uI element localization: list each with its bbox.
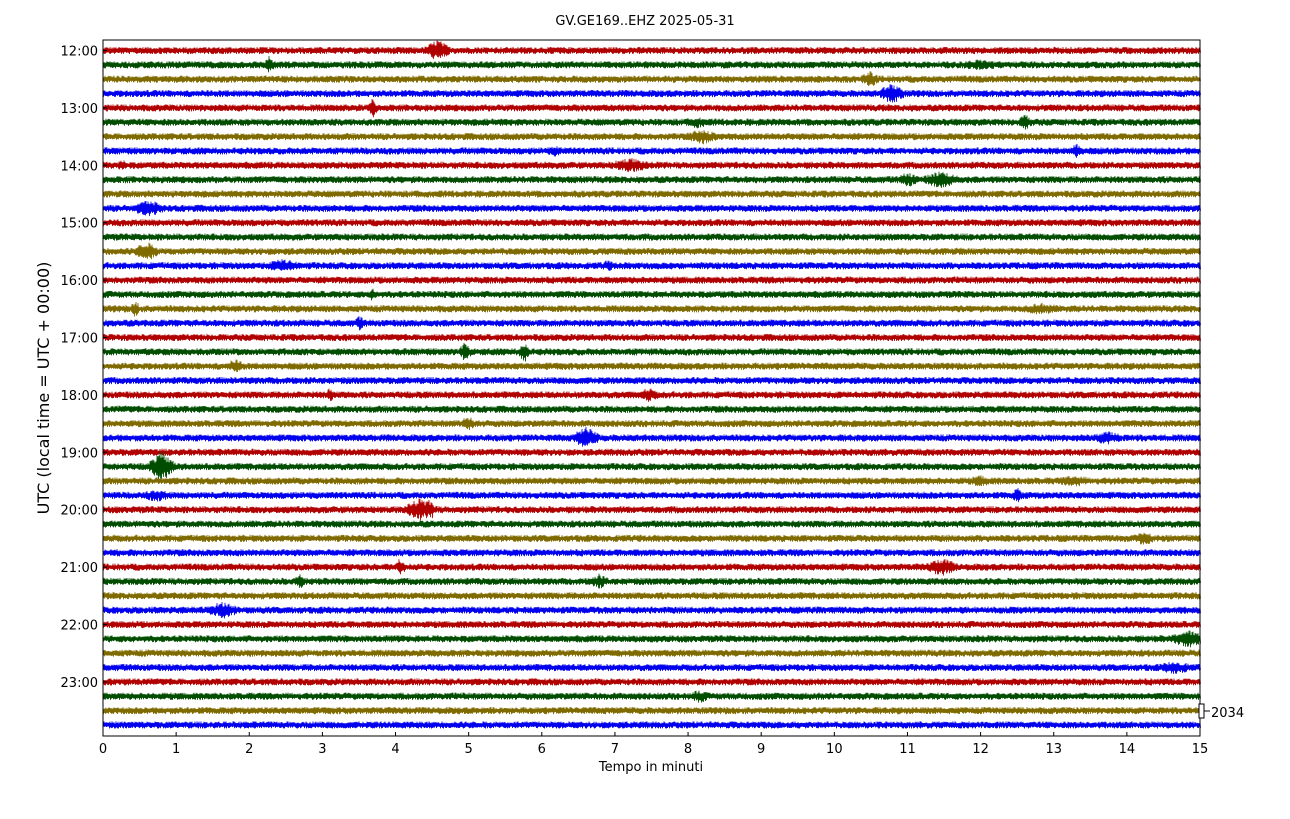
seismic-trace xyxy=(102,158,1201,173)
seismic-trace xyxy=(102,475,1201,487)
seismic-trace xyxy=(102,532,1201,545)
seismic-trace xyxy=(102,427,1201,447)
y-tick-label: 15:00 xyxy=(61,217,98,232)
x-tick-label: 0 xyxy=(99,742,107,757)
seismic-trace xyxy=(102,171,1201,188)
y-tick-label: 21:00 xyxy=(61,561,98,576)
x-tick-label: 9 xyxy=(757,742,765,757)
seismic-trace xyxy=(102,678,1201,686)
seismic-trace xyxy=(102,452,1201,480)
seismic-trace xyxy=(102,143,1201,158)
seismic-trace xyxy=(102,276,1201,284)
seismic-trace xyxy=(102,190,1201,198)
x-tick-label: 10 xyxy=(826,742,843,757)
seismic-trace xyxy=(102,690,1201,703)
seismic-trace xyxy=(102,40,1201,60)
seismic-trace xyxy=(102,301,1201,317)
seismic-trace xyxy=(102,405,1201,413)
seismic-trace xyxy=(102,342,1201,362)
x-tick-label: 7 xyxy=(611,742,619,757)
seismic-trace xyxy=(102,333,1201,342)
y-tick-label: 14:00 xyxy=(61,159,98,174)
seismic-trace xyxy=(102,130,1201,145)
x-tick-label: 5 xyxy=(465,742,473,757)
x-axis-label: Tempo in minuti xyxy=(598,760,703,775)
seismic-trace xyxy=(102,242,1201,260)
seismic-trace xyxy=(102,630,1201,648)
y-tick-label: 23:00 xyxy=(61,676,98,691)
y-tick-label: 19:00 xyxy=(61,446,98,461)
x-tick-label: 14 xyxy=(1119,742,1136,757)
scale-bar: 2034 xyxy=(1198,703,1244,721)
x-tick-label: 1 xyxy=(172,742,180,757)
seismic-trace xyxy=(102,388,1201,402)
plot-frame xyxy=(102,39,1201,737)
y-tick-label: 12:00 xyxy=(61,45,98,60)
y-tick-label: 22:00 xyxy=(61,619,98,634)
seismic-trace xyxy=(102,573,1201,589)
seismic-trace xyxy=(102,559,1201,576)
seismic-trace xyxy=(102,84,1201,103)
seismic-trace xyxy=(102,99,1201,118)
seismic-trace xyxy=(102,114,1201,130)
seismic-trace xyxy=(102,706,1201,715)
x-tick-label: 4 xyxy=(391,742,399,757)
x-tick-label: 11 xyxy=(899,742,916,757)
x-tick-label: 15 xyxy=(1192,742,1209,757)
seismic-trace xyxy=(102,448,1201,456)
y-tick-label: 17:00 xyxy=(61,332,98,347)
scale-bar-box xyxy=(1198,703,1205,719)
x-tick-label: 2 xyxy=(245,742,253,757)
seismic-trace xyxy=(102,359,1201,373)
x-tick-label: 3 xyxy=(318,742,326,757)
seismic-trace xyxy=(102,620,1201,629)
seismic-trace xyxy=(102,316,1201,331)
x-tick-label: 12 xyxy=(972,742,989,757)
y-tick-label: 13:00 xyxy=(61,102,98,117)
y-tick-label: 16:00 xyxy=(61,274,98,289)
seismic-trace xyxy=(102,488,1201,503)
seismic-trace xyxy=(102,417,1201,431)
seismic-trace xyxy=(102,200,1201,217)
y-axis-label: UTC (local time = UTC + 00:00) xyxy=(34,262,53,515)
seismic-trace xyxy=(102,219,1201,227)
scale-bar-label: 2034 xyxy=(1211,706,1244,721)
y-tick-label: 18:00 xyxy=(61,389,98,404)
seismic-trace xyxy=(102,259,1201,271)
y-axis: 12:00 13:00 14:00 15:00 16:00 17:00 18:00 19:00… xyxy=(61,45,107,691)
x-tick-label: 6 xyxy=(538,742,546,757)
seismic-trace xyxy=(102,498,1201,521)
x-axis: 0 1 2 3 4 5 6 7 8 9 10 11 12 13 14 15 xyxy=(99,732,1208,757)
seismic-trace xyxy=(102,721,1201,729)
seismic-trace xyxy=(102,661,1201,674)
seismic-trace xyxy=(102,233,1201,241)
seismic-trace xyxy=(102,649,1201,657)
trace-group xyxy=(102,40,1201,729)
seismic-trace xyxy=(102,288,1201,301)
y-tick-label: 20:00 xyxy=(61,504,98,519)
x-tick-label: 8 xyxy=(684,742,692,757)
seismic-trace xyxy=(102,602,1201,619)
seismic-trace xyxy=(102,592,1201,600)
seismic-trace xyxy=(102,520,1201,528)
seismic-trace xyxy=(102,56,1201,73)
seismic-trace xyxy=(102,549,1201,557)
seismic-trace xyxy=(102,376,1201,385)
seismic-trace xyxy=(102,71,1201,87)
x-tick-label: 13 xyxy=(1045,742,1062,757)
chart-title: GV.GE169..EHZ 2025-05-31 xyxy=(555,14,734,29)
